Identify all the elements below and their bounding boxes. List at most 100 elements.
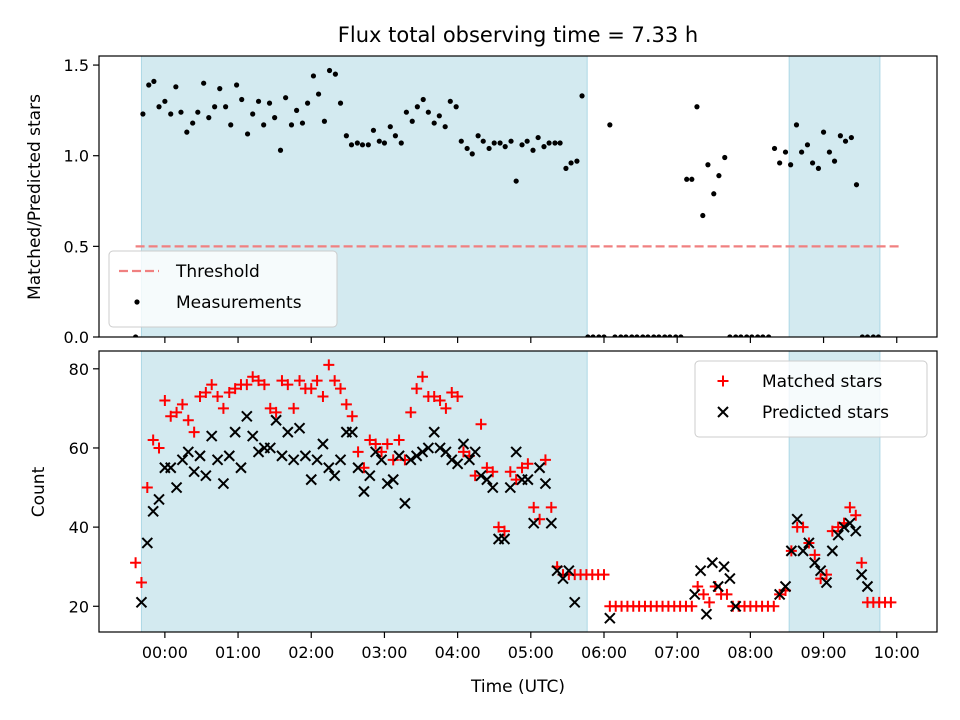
matched-star-point [399,454,411,466]
measurement-point [277,147,284,153]
x-tick-label: 09:00 [801,643,847,662]
matched-star-point [247,371,259,383]
measurement-point [651,334,657,337]
matched-star-point [797,521,809,533]
matched-star-point [130,557,142,569]
predicted-star-point [569,596,581,609]
matched-star-point [428,391,440,403]
measurement-point [370,127,377,133]
measurement-point [392,133,399,139]
predicted-star-point [504,481,517,494]
measurement-point [684,176,690,182]
predicted-star-point [809,557,821,569]
measurement-point [705,162,711,168]
measurement-point [321,118,328,124]
predicted-star-point [820,576,833,589]
measurement-point [272,115,278,121]
legend-label: Measurements [176,293,302,313]
ratio-panel: 0.0 0.5 1.0 1.5 Threshold Measurements [64,55,938,347]
predicted-star-point [352,462,364,474]
predicted-star-point [211,454,224,466]
measurement-point [365,142,371,148]
predicted-star-point [434,442,446,454]
y-tick-label: 1.0 [64,147,89,166]
measurement-point [607,122,613,128]
predicted-star-point [405,454,417,466]
predicted-star-point [206,430,218,442]
measurement-point [524,138,530,144]
matched-star-point [434,394,446,406]
legend-label: Predicted stars [762,403,889,423]
matched-star-point [452,391,464,403]
measurement-point [870,334,876,337]
matched-star-point [498,525,510,537]
predicted-star-point [850,525,862,537]
matched-star-point [475,418,487,430]
x-tick-label: 03:00 [361,643,407,662]
predicted-star-point [700,608,713,620]
measurement-point [645,334,651,337]
y-tick-label: 1.5 [64,56,89,75]
measurement-point [552,140,558,146]
predicted-star-point [364,469,376,482]
predicted-star-point [730,600,742,612]
measurement-point [557,140,563,146]
measurement-point [239,96,245,103]
matched-star-point [534,513,546,525]
predicted-star-point [706,557,719,569]
matched-star-point [206,379,218,391]
measurement-point [283,95,289,101]
predicted-star-point [170,481,183,494]
measurement-point [513,178,519,184]
matched-star-point [346,410,358,422]
predicted-star-point [293,422,306,434]
predicted-star-point [141,537,154,549]
measurement-point [837,133,843,139]
measurement-point [212,104,218,110]
measurement-point [700,212,706,219]
predicted-star-point [305,473,317,486]
predicted-star-point [803,537,815,549]
measurement-point [634,334,640,337]
matched-star-point [270,406,282,418]
matched-star-point [153,442,165,454]
predicted-star-point [252,446,265,458]
predicted-star-point [346,426,358,438]
measurement-point [809,160,816,166]
axes-frame [98,55,938,338]
matched-star-point [446,387,458,399]
predicted-star-point [399,497,411,510]
measurement-point [447,98,453,104]
measurement-point [409,118,415,124]
predicted-star-point [270,414,282,426]
x-axis-label: Time (UTC) [470,677,565,697]
measurement-point [711,191,717,197]
measurement-point [354,140,360,146]
predicted-star-point [147,505,159,517]
measurement-point [310,73,317,79]
measurement-point [842,138,849,144]
matched-star-point [826,525,838,537]
predicted-star-point [223,450,235,462]
legend-box [694,360,928,438]
measurement-point [480,138,486,144]
legend-predicted-swatch [717,406,729,418]
predicted-star-point [826,545,839,557]
predicted-star-point [387,473,399,486]
predicted-star-point [791,513,803,525]
measurement-point [585,334,591,337]
measurement-point [156,104,162,110]
matched-star-point [768,600,780,612]
matched-star-point [703,596,715,608]
matched-star-point [815,573,827,585]
predicted-star-point [469,446,481,458]
matched-star-point [376,446,388,458]
predicted-star-point [475,469,487,482]
legend-matched-swatch [717,375,729,387]
predicted-star-point [779,580,792,593]
matched-star-point [212,391,224,403]
predicted-star-point [446,454,458,466]
predicted-star-point [194,450,206,462]
measurement-point [228,122,234,128]
x-tick-label: 05:00 [508,643,554,662]
